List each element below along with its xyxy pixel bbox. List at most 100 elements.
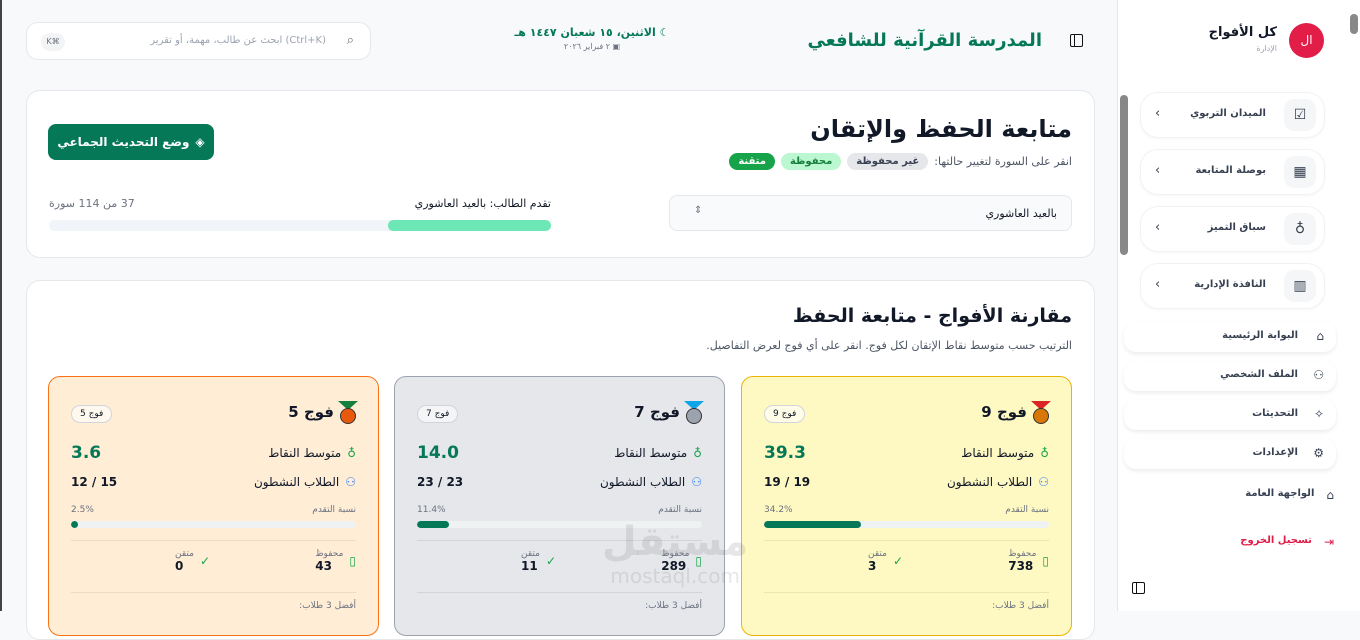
memorized-stat: ▯ محفوظ 289 xyxy=(661,549,702,573)
group-tag: فوج 7 xyxy=(417,405,459,423)
logout-button[interactable]: ⇥ تسجيل الخروج xyxy=(1240,535,1334,549)
shortcut-badge: K⌘ xyxy=(41,33,65,51)
check-circle-icon: ✓ xyxy=(892,554,903,568)
comparison-subtitle: الترتيب حسب متوسط نقاط الإتقان لكل فوج. … xyxy=(706,339,1072,352)
progress-value: 34.2% xyxy=(764,505,793,515)
book-icon: ▯ xyxy=(695,554,702,568)
search-input[interactable]: ابحث عن طالب، مهمة، أو تقرير (Ctrl+K) xyxy=(150,35,326,46)
status-hint: انقر على السورة لتغيير حالتها: xyxy=(934,155,1072,168)
sidebar-section[interactable]: ☑ الميدان التربوي ‹ xyxy=(1140,92,1325,138)
tracking-card: متابعة الحفظ والإتقان انقر على السورة لت… xyxy=(26,90,1095,258)
medal-icon xyxy=(1031,401,1051,425)
memorized-stat: ▯ محفوظ 43 xyxy=(315,549,356,573)
sidebar-section[interactable]: ▦ بوصلة المتابعة ‹ xyxy=(1140,149,1325,195)
avg-points-label: متوسط النقاط xyxy=(961,446,1035,460)
layers-icon: ◈ xyxy=(195,135,205,149)
sidebar-toggle-icon[interactable] xyxy=(1070,34,1083,47)
active-students-label: الطلاب النشطون xyxy=(946,475,1033,489)
medal-icon xyxy=(684,401,704,425)
clipboard-check-icon: ☑ xyxy=(1284,99,1316,131)
group-progress-bar xyxy=(764,521,1049,528)
page-scrollbar[interactable] xyxy=(1350,14,1358,34)
sparkles-icon: ✧ xyxy=(1313,407,1324,421)
bulk-update-button[interactable]: ◈ وضع التحديث الجماعي xyxy=(48,124,214,160)
award-icon: ♁ xyxy=(347,446,356,460)
award-icon: ♁ xyxy=(1284,213,1316,245)
search-box[interactable]: ⌕ ابحث عن طالب، مهمة، أو تقرير (Ctrl+K) … xyxy=(26,22,371,60)
sidebar-link[interactable]: ⌂ البوابة الرئيسية xyxy=(1124,322,1336,352)
group-card[interactable]: فوج 5 فوج 5 ♁ متوسط النقاط 3.6 ⚇ الطلاب الن… xyxy=(48,376,379,636)
top3-label: أفضل 3 طلاب: xyxy=(992,601,1049,611)
sidebar-link[interactable]: ✧ التحديثات xyxy=(1124,400,1336,430)
mastered-stat: ✓ متقن 0 xyxy=(174,549,210,573)
nav-scrollbar[interactable] xyxy=(1120,95,1128,255)
mastered-stat: ✓ متقن 11 xyxy=(520,549,556,573)
active-students-value: 15 / 12 xyxy=(71,475,118,489)
group-progress-bar xyxy=(71,521,356,528)
avg-points-label: متوسط النقاط xyxy=(614,446,688,460)
gear-icon: ⚙ xyxy=(1313,446,1324,460)
public-link[interactable]: ⌂ الواجهة العامة xyxy=(1245,488,1334,502)
main-area: ⌕ ابحث عن طالب، مهمة، أو تقرير (Ctrl+K) … xyxy=(0,0,1095,640)
sidebar-link[interactable]: ⚇ الملف الشخصي xyxy=(1124,361,1336,391)
users-icon: ⚇ xyxy=(1038,475,1049,489)
check-circle-icon: ✓ xyxy=(199,554,210,568)
hijri-date: الاثنين، ١٥ شعبان ١٤٤٧ هـ xyxy=(514,26,656,39)
progress-label: تقدم الطالب: بالعيد العاشوري xyxy=(414,197,551,210)
group-name: فوج 5 xyxy=(288,403,334,421)
award-icon: ♁ xyxy=(1040,446,1049,460)
status-not-memorized: غير محفوظة xyxy=(847,153,929,170)
avg-points-value: 14.0 xyxy=(417,443,459,463)
date-block: ☾ الاثنين، ١٥ شعبان ١٤٤٧ هـ ▣ ٢ فبراير ٢… xyxy=(502,26,682,51)
group-name: فوج 7 xyxy=(634,403,680,421)
progress-label: نسبة التقدم xyxy=(658,505,702,515)
sidebar-section[interactable]: ♁ سباق التميز ‹ xyxy=(1140,206,1325,252)
top3-label: أفضل 3 طلاب: xyxy=(299,601,356,611)
calendar-icon: ▦ xyxy=(1284,156,1316,188)
progress-value: 11.4% xyxy=(417,505,446,515)
sidebar-link[interactable]: ⚙ الإعدادات xyxy=(1124,439,1336,469)
logout-icon: ⇥ xyxy=(1323,535,1334,549)
bar-chart-icon: ▥ xyxy=(1284,270,1316,302)
avatar: ال xyxy=(1289,23,1324,58)
group-tag: فوج 9 xyxy=(764,405,806,423)
group-card[interactable]: فوج 7 فوج 7 ♁ متوسط النقاط 14.0 ⚇ الطلاب ال… xyxy=(394,376,725,636)
progress-count: 37 من 114 سورة xyxy=(49,197,135,210)
student-select[interactable]: بالعيد العاشوري ⇕ xyxy=(669,195,1072,231)
active-students-value: 23 / 23 xyxy=(417,475,464,489)
book-icon: ▯ xyxy=(1042,554,1049,568)
avg-points-value: 3.6 xyxy=(71,443,102,463)
chevron-left-icon: ‹ xyxy=(1155,106,1161,121)
comparison-title: مقارنة الأفواج - متابعة الحفظ xyxy=(792,305,1072,327)
group-tag: فوج 5 xyxy=(71,405,113,423)
progress-value: 2.5% xyxy=(71,505,94,515)
chevron-left-icon: ‹ xyxy=(1155,163,1161,178)
active-students-label: الطلاب النشطون xyxy=(253,475,340,489)
group-card[interactable]: فوج 9 فوج 9 ♁ متوسط النقاط 39.3 ⚇ الطلاب ال… xyxy=(741,376,1072,636)
status-mastered: متقنة xyxy=(729,153,775,170)
sidebar: ال كل الأفواج الإدارة ☑ الميدان التربوي ‹ ▦… xyxy=(1117,0,1360,611)
progress-label: نسبة التقدم xyxy=(1005,505,1049,515)
user-name: كل الأفواج xyxy=(1208,25,1277,40)
book-icon: ▯ xyxy=(349,554,356,568)
group-name: فوج 9 xyxy=(981,403,1027,421)
school-name: المدرسة القرآنية للشافعي xyxy=(807,30,1042,51)
user-icon: ⚇ xyxy=(1313,368,1324,382)
chevron-left-icon: ‹ xyxy=(1155,277,1161,292)
collapse-sidebar-icon[interactable] xyxy=(1132,582,1145,594)
top3-label: أفضل 3 طلاب: xyxy=(645,601,702,611)
active-students-value: 19 / 19 xyxy=(764,475,811,489)
avg-points-value: 39.3 xyxy=(764,443,806,463)
search-icon: ⌕ xyxy=(346,33,354,48)
status-legend: انقر على السورة لتغيير حالتها: غير محفوظ… xyxy=(729,153,1072,170)
sidebar-section[interactable]: ▥ النافذة الإدارية ‹ xyxy=(1140,263,1325,309)
status-memorized: محفوظة xyxy=(780,153,842,170)
memorized-stat: ▯ محفوظ 738 xyxy=(1008,549,1049,573)
gregorian-date: ٢ فبراير ٢٠٢٦ xyxy=(563,42,610,51)
progress-label: نسبة التقدم xyxy=(312,505,356,515)
chevron-updown-icon: ⇕ xyxy=(694,205,703,216)
chevron-left-icon: ‹ xyxy=(1155,220,1161,235)
home-icon: ⌂ xyxy=(1326,488,1334,502)
page-title: متابعة الحفظ والإتقان xyxy=(810,115,1072,143)
calendar-icon: ▣ xyxy=(609,42,621,51)
